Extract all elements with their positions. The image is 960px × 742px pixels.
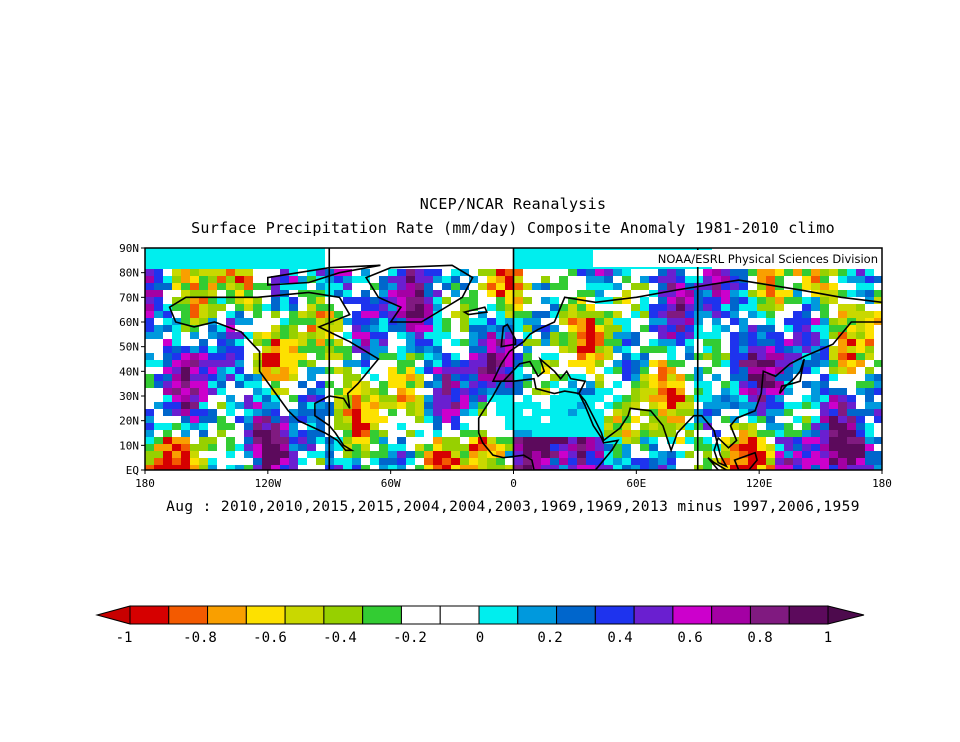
credit-text: NOAA/ESRL Physical Sciences Division: [658, 252, 878, 266]
coastline-path: [733, 451, 758, 470]
colorbar-swatch: [168, 605, 209, 625]
credit-box: [593, 250, 880, 267]
composite-years-label: Aug : 2010,2010,2015,2015,2004,2004,2003…: [166, 499, 860, 515]
colorbar-label: 0.4: [607, 630, 632, 646]
colorbar-swatch: [672, 605, 713, 625]
coastlines: [168, 264, 882, 470]
lon-axis: 180 120W 60W 0 60E 120E 180: [135, 470, 892, 490]
colorbar-swatch: [517, 605, 558, 625]
colorbar-under-arrow: [95, 605, 131, 625]
colorbar-swatch: [711, 605, 751, 625]
colorbar-swatch: [439, 605, 480, 625]
colorbar-swatch: [594, 605, 635, 625]
lat-tick-label: 90N: [119, 242, 139, 255]
lat-tick-label: 70N: [119, 291, 139, 304]
colorbar-label: -0.2: [393, 630, 427, 646]
lon-tick-label: 120W: [255, 477, 282, 490]
colorbar-swatch: [556, 605, 596, 625]
lat-tick-label: 40N: [119, 365, 139, 378]
lon-tick-label: 60W: [381, 477, 401, 490]
lon-tick-label: 180: [135, 477, 155, 490]
lat-tick-label: EQ: [126, 464, 139, 477]
lat-tick-label: 50N: [119, 341, 139, 354]
colorbar: [95, 605, 865, 625]
colorbar-label: -0.6: [253, 630, 287, 646]
colorbar-swatch: [284, 605, 325, 625]
lon-tick-label: 120E: [746, 477, 773, 490]
chart-title: NCEP/NCAR Reanalysis: [419, 195, 607, 213]
coastline-path: [267, 264, 381, 286]
lon-tick-label: 0: [510, 477, 517, 490]
lon-tick-label: 180: [872, 477, 892, 490]
colorbar-label: 0.8: [747, 630, 772, 646]
colorbar-swatch: [129, 605, 170, 625]
colorbar-swatch: [788, 605, 829, 625]
colorbar-label: 0.2: [537, 630, 562, 646]
colorbar-label: 1: [824, 630, 832, 646]
colorbar-label: 0: [476, 630, 484, 646]
colorbar-label: -0.4: [323, 630, 357, 646]
colorbar-labels: -1 -0.8 -0.6 -0.4 -0.2 0 0.2 0.4 0.6 0.8 1: [116, 630, 833, 646]
lat-axis: EQ 10N 20N 30N 40N 50N 60N 70N 80N 90N: [119, 242, 145, 477]
lat-tick-label: 80N: [119, 267, 139, 280]
colorbar-label: 0.6: [677, 630, 702, 646]
colorbar-swatch: [633, 605, 674, 625]
colorbar-swatch: [207, 605, 247, 625]
colorbar-over-arrow: [827, 605, 865, 625]
lon-tick-label: 60E: [626, 477, 646, 490]
lat-tick-label: 30N: [119, 390, 139, 403]
colorbar-swatch: [400, 605, 441, 625]
colorbar-label: -0.8: [183, 630, 217, 646]
reference-lines: [328, 248, 699, 470]
colorbar-swatch: [362, 605, 402, 625]
lat-tick-label: 10N: [119, 439, 139, 452]
colorbar-label: -1: [116, 630, 133, 646]
coastline-path: [364, 264, 474, 323]
chart-subtitle: Surface Precipitation Rate (mm/day) Comp…: [191, 219, 835, 237]
coastline-path: [477, 377, 620, 470]
colorbar-swatch: [323, 605, 364, 625]
colorbar-swatch: [749, 605, 790, 625]
colorbar-swatch: [478, 605, 519, 625]
coastline-path: [707, 457, 728, 470]
colorbar-swatch: [245, 605, 286, 625]
coastline-path: [491, 279, 882, 469]
lat-tick-label: 20N: [119, 415, 139, 428]
coastline-path: [168, 291, 380, 452]
coastline-path: [462, 306, 489, 316]
coastline-path: [778, 358, 805, 395]
lat-tick-label: 60N: [119, 316, 139, 329]
